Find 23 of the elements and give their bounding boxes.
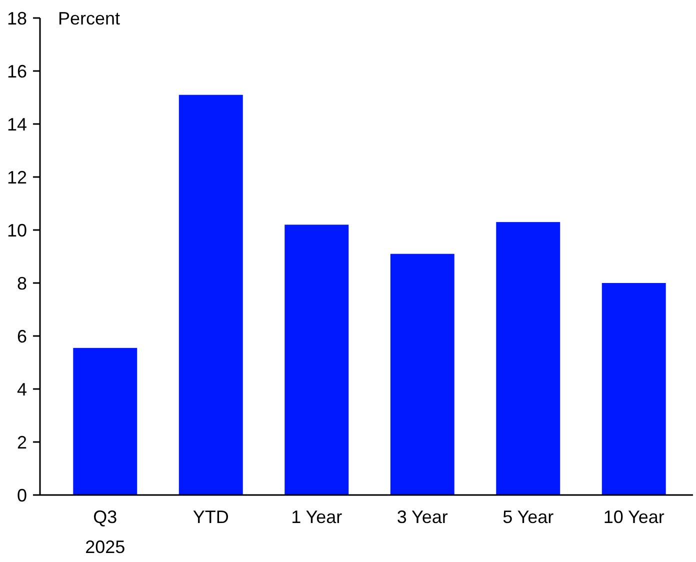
x-tick-label: Q3 2025 bbox=[85, 507, 126, 557]
bar bbox=[284, 224, 349, 495]
bar bbox=[73, 348, 138, 495]
x-tick-label: 3 Year bbox=[396, 507, 448, 527]
bar bbox=[178, 94, 243, 495]
x-tick-label: YTD bbox=[192, 507, 229, 527]
y-tick-label: 14 bbox=[6, 114, 27, 134]
y-tick-label: 10 bbox=[6, 220, 27, 240]
x-tick-label: 5 Year bbox=[502, 507, 554, 527]
y-axis-title: Percent bbox=[58, 8, 120, 28]
y-tick-label: 12 bbox=[6, 167, 27, 188]
y-tick-label: 16 bbox=[6, 61, 27, 82]
bar bbox=[602, 283, 666, 495]
x-tick-label: 1 Year bbox=[291, 507, 342, 527]
y-tick-label: 18 bbox=[6, 8, 27, 28]
bar bbox=[496, 222, 560, 495]
y-tick-label: 2 bbox=[16, 432, 27, 452]
y-tick-label: 4 bbox=[16, 379, 27, 400]
bar bbox=[390, 254, 454, 495]
y-tick-label: 6 bbox=[16, 326, 27, 346]
x-tick-label: 10 Year bbox=[603, 507, 664, 527]
y-tick-label: 0 bbox=[16, 485, 27, 506]
y-tick-label: 8 bbox=[16, 273, 27, 294]
